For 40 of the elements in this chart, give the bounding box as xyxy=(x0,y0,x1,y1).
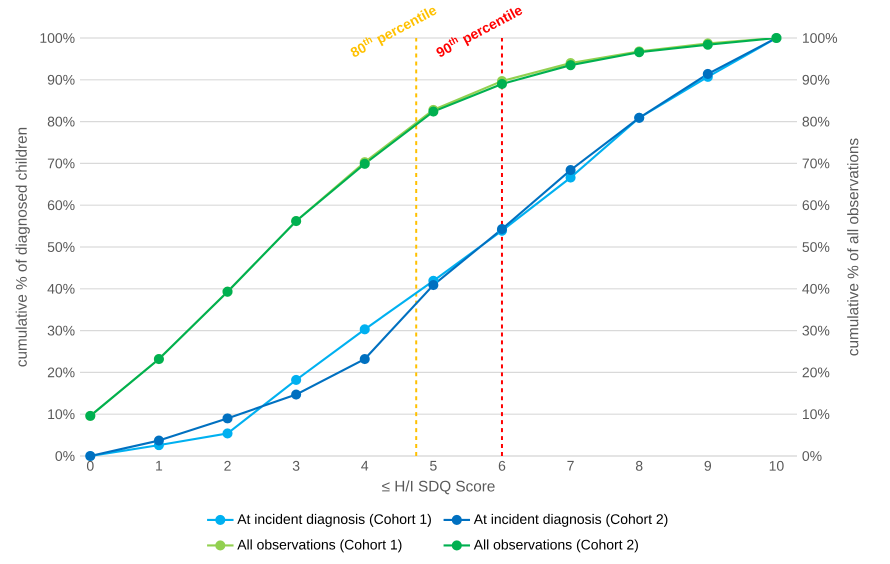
x-tick-label: 8 xyxy=(636,460,642,471)
y2-tick-label: 70% xyxy=(802,158,830,168)
y-tick-label: 70% xyxy=(48,158,75,168)
y2-tick-label: 20% xyxy=(802,367,830,378)
y2-tick-label: 50% xyxy=(802,242,830,252)
x-tick-label: 3 xyxy=(292,460,300,471)
x-tick-label: 6 xyxy=(498,460,506,471)
legend-label: At incident diagnosis (Cohort 2) xyxy=(474,514,668,527)
y-tick-label: 90% xyxy=(48,74,75,85)
x-tick-label: 7 xyxy=(567,460,574,471)
y2-tick-label: 60% xyxy=(802,200,830,210)
y2-tick-label: 30% xyxy=(802,326,830,336)
y-tick-label: 30% xyxy=(48,326,75,336)
y-tick-label: 10% xyxy=(48,409,75,420)
y2-tick-label: 80% xyxy=(802,116,830,127)
y-tick-label: 100% xyxy=(40,33,75,43)
x-axis-title: ≤ H/I SDQ Score xyxy=(382,480,495,494)
x-tick-label: 5 xyxy=(430,460,437,471)
x-tick-label: 9 xyxy=(704,460,712,471)
y-tick-label: 40% xyxy=(47,284,75,294)
y2-tick-label: 100% xyxy=(802,33,838,43)
x-tick-label: 1 xyxy=(156,460,162,471)
y2-axis-title: cumulative % of all observations xyxy=(847,138,858,356)
y-tick-label: 80% xyxy=(48,116,75,127)
x-tick-label: 2 xyxy=(224,460,231,471)
y2-tick-label: 10% xyxy=(802,409,830,420)
y2-tick-label: 40% xyxy=(802,284,830,294)
x-tick-label: 0 xyxy=(86,460,94,471)
y-tick-label: 0% xyxy=(55,451,75,461)
legend-label: All observations (Cohort 1) xyxy=(237,539,402,552)
y2-tick-label: 90% xyxy=(802,74,830,85)
y-tick-label: 60% xyxy=(48,200,75,210)
x-tick-label: 10 xyxy=(770,460,784,471)
y-tick-label: 50% xyxy=(48,242,75,252)
y-tick-label: 20% xyxy=(48,367,75,378)
x-tick-label: 4 xyxy=(361,460,368,471)
legend-label: At incident diagnosis (Cohort 1) xyxy=(237,514,431,527)
y2-tick-label: 0% xyxy=(802,451,822,461)
y-axis-title: cumulative % of diagnosed children xyxy=(16,128,30,367)
legend-label: All observations (Cohort 2) xyxy=(474,539,638,552)
